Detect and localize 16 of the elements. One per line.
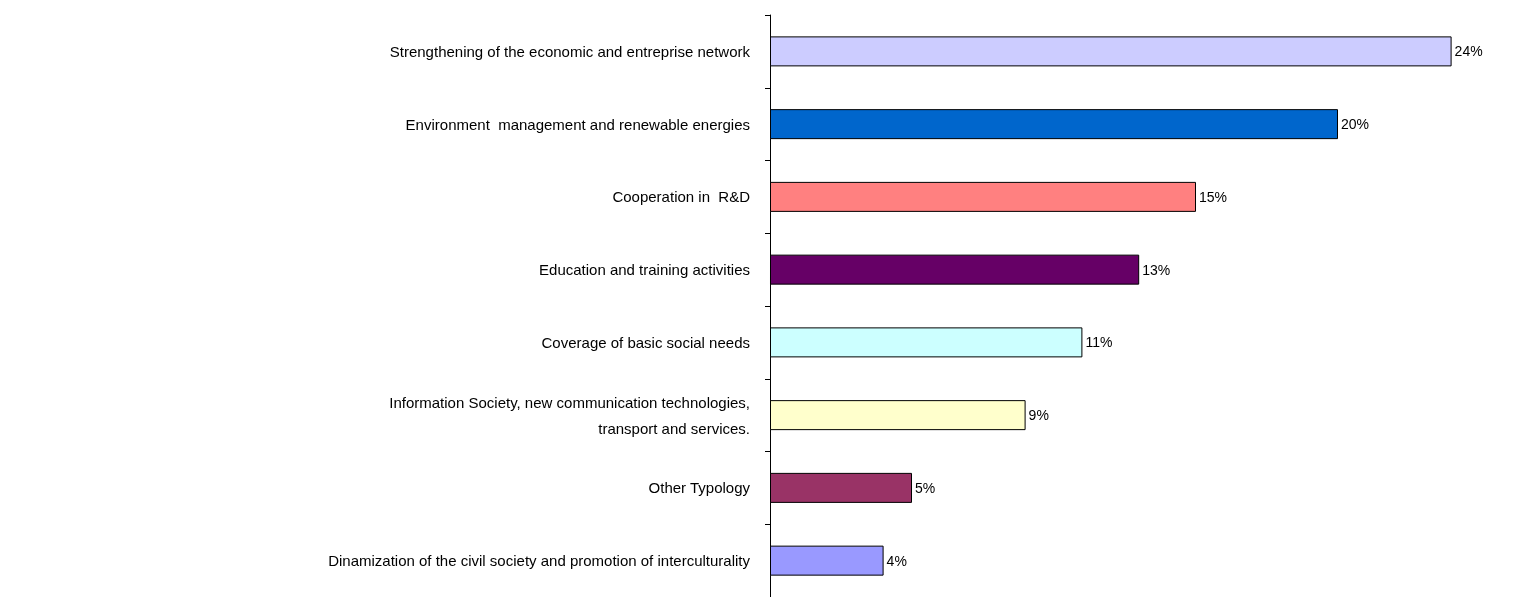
y-tick-label: Dinamization of the civil society and promotion of interculturality — [328, 552, 751, 570]
data-label: 9% — [1028, 407, 1049, 424]
data-label: 20% — [1341, 116, 1370, 133]
y-tick-label: Cooperation in R&D — [612, 188, 751, 206]
y-tick-label: Strengthening of the economic and entreprise network — [389, 42, 751, 60]
y-tick-label: Environment management and renewable energies — [405, 115, 750, 133]
data-label: 4% — [886, 552, 907, 569]
y-tick-label: Education and training activities — [539, 261, 750, 279]
y-tick-label: Information Society, new communication technologies, transport and services. — [389, 393, 750, 437]
data-label: 13% — [1142, 261, 1171, 278]
data-label: 15% — [1199, 188, 1228, 205]
y-tick-label: Other Typology — [648, 479, 751, 497]
y-tick-label: Coverage of basic social needs — [541, 333, 750, 351]
data-label: 11% — [1085, 334, 1113, 351]
data-label: 24% — [1454, 43, 1483, 60]
data-label: 5% — [915, 479, 936, 496]
